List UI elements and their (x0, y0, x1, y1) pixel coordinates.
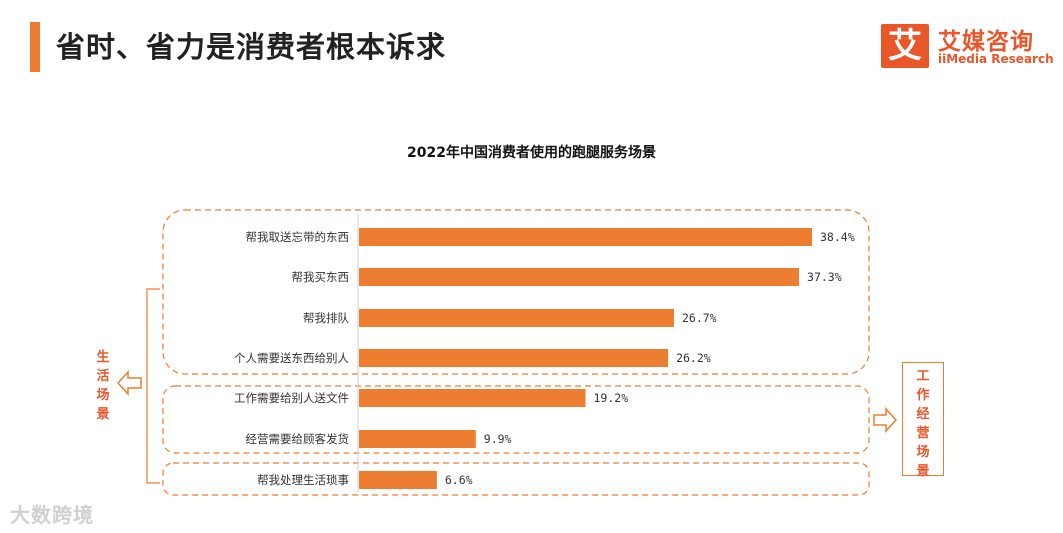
life-group-box-top (162, 209, 870, 375)
work-scene-label: 工作经营场景 (916, 369, 930, 479)
life-group-box-bottom (162, 462, 870, 496)
life-bracket (146, 288, 160, 484)
bar (359, 471, 437, 489)
category-label: 帮我排队 (303, 311, 349, 325)
value-label: 37.3% (807, 270, 842, 284)
value-label: 9.9% (484, 432, 512, 446)
value-label: 38.4% (820, 230, 855, 244)
category-label: 帮我取送忘带的东西 (246, 230, 350, 244)
logo-mark-icon: 艾 (881, 24, 929, 68)
category-label: 帮我处理生活琐事 (257, 473, 349, 487)
iimedia-logo: 艾 艾媒咨询 iiMedia Research (881, 24, 1056, 70)
value-label: 6.6% (445, 473, 473, 487)
value-label: 26.7% (682, 311, 717, 325)
left-arrow-icon (116, 370, 142, 396)
value-label: 26.2% (676, 351, 711, 365)
value-label: 19.2% (594, 391, 629, 405)
logo-name-en: iiMedia Research (938, 52, 1054, 66)
bar (359, 349, 669, 367)
page-title: 省时、省力是消费者根本诉求 (56, 30, 447, 64)
bar (359, 309, 674, 327)
right-arrow-icon (873, 407, 898, 433)
work-scene-box (902, 362, 944, 476)
watermark: 大数跨境 (10, 503, 94, 527)
category-label: 个人需要送东西给别人 (234, 351, 349, 365)
bar (359, 268, 800, 286)
bar (359, 430, 476, 448)
life-scene-label: 生活场景 (96, 350, 110, 422)
chart-title: 2022年中国消费者使用的跑腿服务场景 (407, 145, 656, 161)
bar (359, 228, 812, 246)
category-label: 经营需要给顾客发货 (246, 432, 350, 446)
bar (359, 389, 586, 407)
title-accent-bar (30, 22, 40, 72)
logo-name-cn: 艾媒咨询 (938, 29, 1034, 55)
category-label: 帮我买东西 (292, 270, 350, 284)
category-label: 工作需要给别人送文件 (234, 391, 349, 405)
work-group-box (162, 385, 870, 454)
